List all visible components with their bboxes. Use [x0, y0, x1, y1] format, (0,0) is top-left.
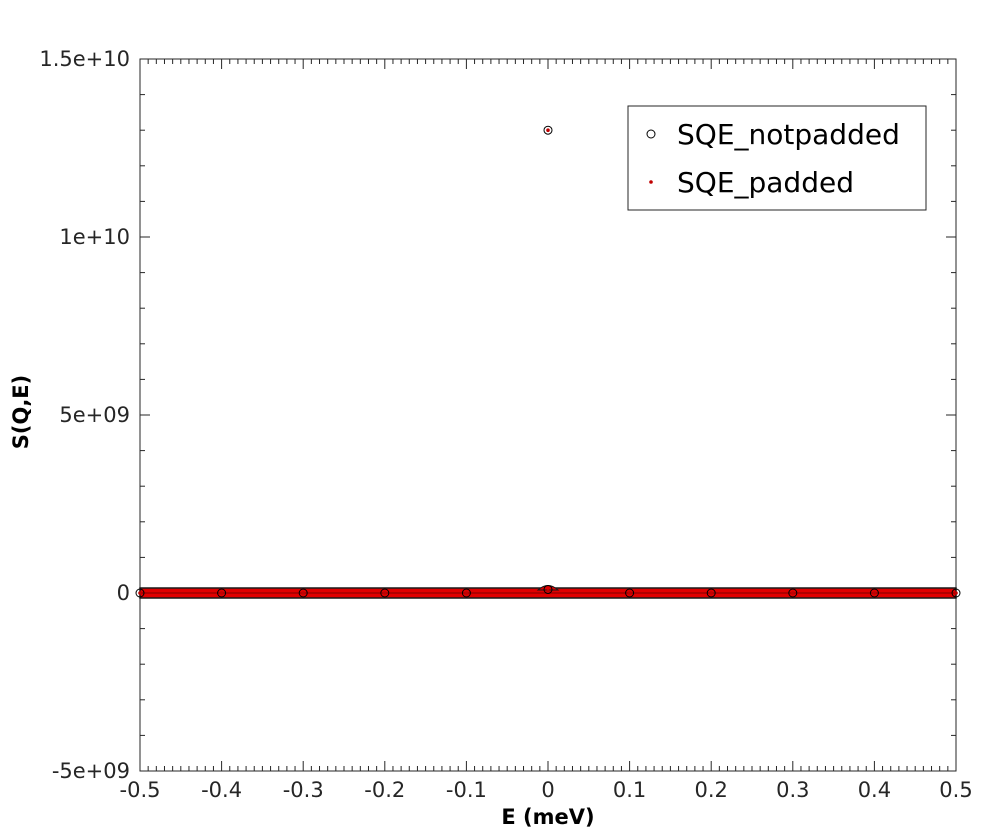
point-SQE_padded — [954, 591, 958, 595]
y-tick-label: 1.5e+10 — [39, 47, 130, 71]
point-SQE_notpadded — [135, 588, 145, 598]
point-SQE_padded — [464, 591, 469, 595]
point-SQE_padded — [219, 591, 224, 595]
legend-label-SQE_notpadded: SQE_notpadded — [677, 118, 900, 151]
point-SQE_notpadded — [543, 584, 553, 594]
point-SQE_notpadded — [706, 588, 716, 598]
y-tick-label: 0 — [117, 581, 130, 605]
x-tick-label: -0.4 — [201, 778, 242, 802]
x-tick-label: -0.5 — [120, 778, 161, 802]
point-SQE_padded — [546, 128, 550, 132]
point-SQE_notpadded — [380, 588, 390, 598]
legend-marker-SQE_padded — [649, 180, 653, 184]
legend-box — [627, 105, 927, 211]
point-SQE_padded — [301, 591, 306, 595]
x-tick-label: 0.5 — [939, 778, 972, 802]
y-tick-label: 1e+10 — [59, 225, 130, 249]
point-SQE_notpadded — [543, 125, 553, 135]
x-tick-label: 0.2 — [694, 778, 727, 802]
x-tick-label: -0.2 — [364, 778, 405, 802]
point-SQE_notpadded — [298, 588, 308, 598]
point-SQE_padded — [791, 591, 795, 595]
point-SQE_notpadded — [869, 588, 879, 598]
point-SQE_notpadded — [461, 588, 471, 598]
point-SQE_padded — [383, 591, 387, 595]
point-SQE_notpadded — [625, 588, 635, 598]
point-SQE_notpadded — [217, 588, 227, 598]
x-tick-label: 0 — [541, 778, 554, 802]
x-tick-label: -0.3 — [283, 778, 324, 802]
x-tick-label: 0.4 — [858, 778, 891, 802]
y-tick-label: 5e+09 — [59, 403, 130, 427]
point-SQE_padded — [138, 591, 142, 595]
x-axis-label: E (meV) — [501, 805, 594, 829]
x-tick-label: 0.3 — [776, 778, 809, 802]
x-tick-label: -0.1 — [446, 778, 487, 802]
point-SQE_notpadded — [951, 588, 961, 598]
point-SQE_padded — [872, 591, 877, 595]
point-SQE_padded — [627, 591, 632, 595]
point-SQE_padded — [546, 589, 550, 594]
y-axis-label: S(Q,E) — [9, 375, 33, 450]
point-SQE_padded — [709, 591, 713, 595]
point-SQE_notpadded — [788, 588, 798, 598]
y-tick-label: -5e+09 — [52, 759, 130, 783]
legend-marker-SQE_notpadded — [646, 129, 656, 139]
legend-label-SQE_padded: SQE_padded — [677, 166, 854, 199]
x-tick-label: 0.1 — [613, 778, 646, 802]
